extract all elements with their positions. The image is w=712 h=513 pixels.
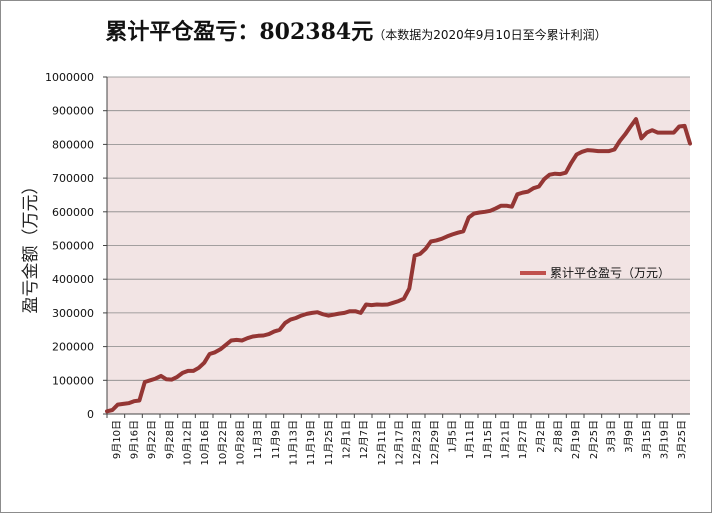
y-axis-ticks: 0 100000 200000 300000 400000 500000 600000 700… (45, 71, 107, 421)
x-tick-label: 1月11日 (464, 420, 476, 459)
x-tick-label: 11月25日 (323, 420, 335, 465)
x-axis-ticks: 9月10日 9月16日 9月22日 9月28日 10月12日 10月16日 10月22日 10… (106, 414, 688, 465)
x-tick-label: 9月10日 (111, 420, 123, 459)
x-tick-label: 1月5日 (447, 420, 459, 453)
x-tick-label: 3月15日 (641, 420, 653, 459)
chart-title: 累计平仓盈亏：802384元（本数据为2020年9月10日至今累计利润） (0, 14, 712, 46)
x-tick-label: 2月8日 (553, 420, 565, 453)
x-tick-label: 9月16日 (129, 420, 141, 459)
chart-title-sub: （本数据为2020年9月10日至今累计利润） (373, 28, 607, 42)
x-tick-label: 1月15日 (482, 420, 494, 459)
x-tick-label: 2月2日 (535, 420, 547, 453)
x-tick-label: 12月23日 (411, 420, 423, 465)
x-tick-label: 11月9日 (270, 420, 282, 459)
legend: 累计平仓盈亏（万元） (520, 266, 670, 280)
series-line (105, 117, 692, 414)
y-tick-label: 1000000 (45, 71, 94, 84)
x-tick-label: 12月1日 (341, 420, 353, 459)
chart-title-main: 累计平仓盈亏：802384元 (105, 19, 374, 45)
x-tick-label: 10月12日 (182, 420, 194, 465)
x-tick-label: 1月27日 (517, 420, 529, 459)
x-tick-label: 11月13日 (288, 420, 300, 465)
y-tick-label: 0 (87, 408, 94, 421)
y-tick-label: 900000 (52, 105, 94, 118)
y-tick-label: 100000 (52, 374, 94, 387)
x-tick-label: 12月17日 (394, 420, 406, 465)
x-tick-label: 10月22日 (217, 420, 229, 465)
x-tick-label: 2月19日 (570, 420, 582, 459)
x-tick-label: 3月3日 (606, 420, 618, 453)
x-tick-label: 3月9日 (623, 420, 635, 453)
y-tick-label: 200000 (52, 341, 94, 354)
legend-label: 累计平仓盈亏（万元） (550, 266, 670, 280)
y-tick-label: 600000 (52, 206, 94, 219)
x-tick-label: 9月28日 (164, 420, 176, 459)
x-tick-label: 1月21日 (500, 420, 512, 459)
x-tick-label: 11月3日 (252, 420, 264, 459)
y-tick-label: 500000 (52, 240, 94, 253)
axes (106, 77, 690, 415)
x-tick-label: 10月16日 (199, 420, 211, 465)
x-tick-label: 9月22日 (146, 420, 158, 459)
y-tick-label: 700000 (52, 172, 94, 185)
x-tick-label: 12月11日 (376, 420, 388, 465)
gridlines (107, 76, 690, 381)
x-tick-label: 3月19日 (659, 420, 671, 459)
y-tick-label: 800000 (52, 138, 94, 151)
x-tick-label: 3月25日 (676, 420, 688, 459)
x-tick-label: 11月19日 (305, 420, 317, 465)
y-tick-label: 300000 (52, 307, 94, 320)
x-tick-label: 12月29日 (429, 420, 441, 465)
x-tick-label: 12月7日 (358, 420, 370, 459)
x-tick-label: 2月25日 (588, 420, 600, 459)
y-tick-label: 400000 (52, 273, 94, 286)
x-tick-label: 10月28日 (235, 420, 247, 465)
y-axis-title: 盈亏金额（万元） (21, 178, 41, 314)
